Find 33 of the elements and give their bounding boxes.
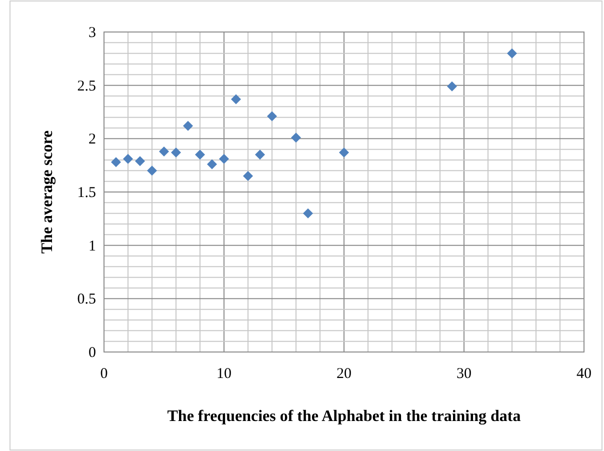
point (171, 148, 181, 158)
point (303, 208, 313, 218)
point (135, 156, 145, 166)
point (507, 48, 517, 58)
point (207, 159, 217, 170)
point (339, 148, 349, 158)
point (291, 132, 301, 143)
point (267, 111, 277, 122)
x-axis-title: The frequencies of the Alphabet in the training data (167, 408, 521, 425)
point (123, 154, 133, 164)
point (147, 166, 157, 176)
y-tick-label: 3 (88, 25, 96, 41)
x-tick-label: 30 (456, 366, 472, 382)
point (183, 120, 193, 131)
y-tick-label: 1 (88, 238, 96, 254)
point (219, 154, 229, 164)
y-tick-label: 2.5 (77, 78, 96, 94)
y-tick-label: 0 (88, 345, 96, 361)
x-tick-label: 20 (336, 366, 352, 382)
point (231, 94, 241, 104)
point (111, 157, 121, 168)
x-tick-label: 40 (576, 366, 592, 382)
x-tick-label: 0 (100, 366, 108, 382)
y-tick-label: 1.5 (77, 185, 96, 201)
y-tick-label: 0.5 (77, 292, 96, 308)
point (159, 146, 169, 156)
y-tick-label: 2 (88, 132, 96, 148)
point (243, 171, 253, 181)
point (255, 150, 265, 160)
point (195, 150, 205, 160)
x-tick-label: 10 (216, 366, 232, 382)
point (447, 81, 457, 92)
y-axis-title: The average score (39, 130, 56, 254)
